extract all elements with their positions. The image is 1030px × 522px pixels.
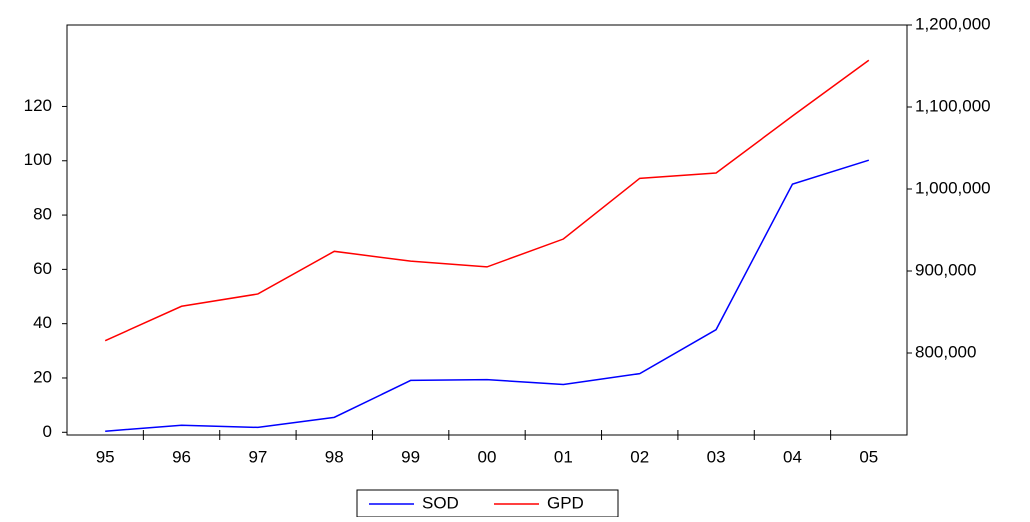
series-line <box>104 59 870 342</box>
x-tick-label: 02 <box>630 447 649 466</box>
legend-label: SOD <box>422 493 459 512</box>
legend-label: GPD <box>547 493 584 512</box>
x-tick-label: 01 <box>554 447 573 466</box>
y-tick-label: 40 <box>33 313 52 332</box>
x-tick-label: 95 <box>96 447 115 466</box>
y-tick-label: 80 <box>33 205 52 224</box>
x-tick-label: 98 <box>325 447 344 466</box>
series-line <box>105 159 870 432</box>
y-tick-label: 20 <box>33 367 52 386</box>
x-tick-label: 00 <box>478 447 497 466</box>
x-tick-label: 04 <box>783 447 802 466</box>
y2-tick-label: 1,200,000 <box>915 14 991 33</box>
x-tick-label: 97 <box>248 447 267 466</box>
x-tick-label: 05 <box>859 447 878 466</box>
y-tick-label: 120 <box>24 96 52 115</box>
x-tick-label: 96 <box>172 447 191 466</box>
y2-tick-label: 1,000,000 <box>915 178 991 197</box>
x-tick-label: 99 <box>401 447 420 466</box>
y-tick-label: 100 <box>24 150 52 169</box>
y-tick-label: 60 <box>33 259 52 278</box>
y2-tick-label: 800,000 <box>915 342 976 361</box>
y2-tick-label: 1,100,000 <box>915 96 991 115</box>
x-tick-label: 03 <box>707 447 726 466</box>
plot-frame <box>66 24 908 436</box>
y2-tick-label: 900,000 <box>915 260 976 279</box>
y-tick-label: 0 <box>43 422 52 441</box>
